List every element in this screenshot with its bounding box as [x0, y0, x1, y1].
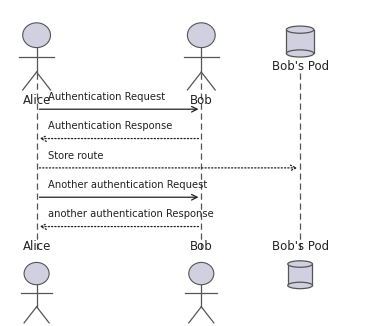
Text: another authentication Response: another authentication Response: [48, 209, 213, 219]
Ellipse shape: [286, 50, 314, 57]
Text: Bob's Pod: Bob's Pod: [272, 240, 329, 253]
Ellipse shape: [286, 26, 314, 33]
Circle shape: [189, 262, 214, 285]
Text: Bob: Bob: [190, 240, 213, 253]
Text: Authentication Request: Authentication Request: [48, 92, 165, 102]
Text: Authentication Response: Authentication Response: [48, 121, 172, 131]
Text: Store route: Store route: [48, 151, 103, 161]
Circle shape: [187, 23, 215, 48]
Text: Bob: Bob: [190, 94, 213, 107]
Ellipse shape: [288, 261, 313, 267]
Ellipse shape: [288, 282, 313, 289]
Text: Another authentication Request: Another authentication Request: [48, 180, 207, 190]
Text: Alice: Alice: [22, 240, 51, 253]
Text: Bob's Pod: Bob's Pod: [272, 60, 329, 73]
Bar: [286, 30, 314, 53]
Bar: [288, 264, 313, 286]
Circle shape: [24, 262, 49, 285]
Text: Alice: Alice: [22, 94, 51, 107]
Circle shape: [23, 23, 51, 48]
